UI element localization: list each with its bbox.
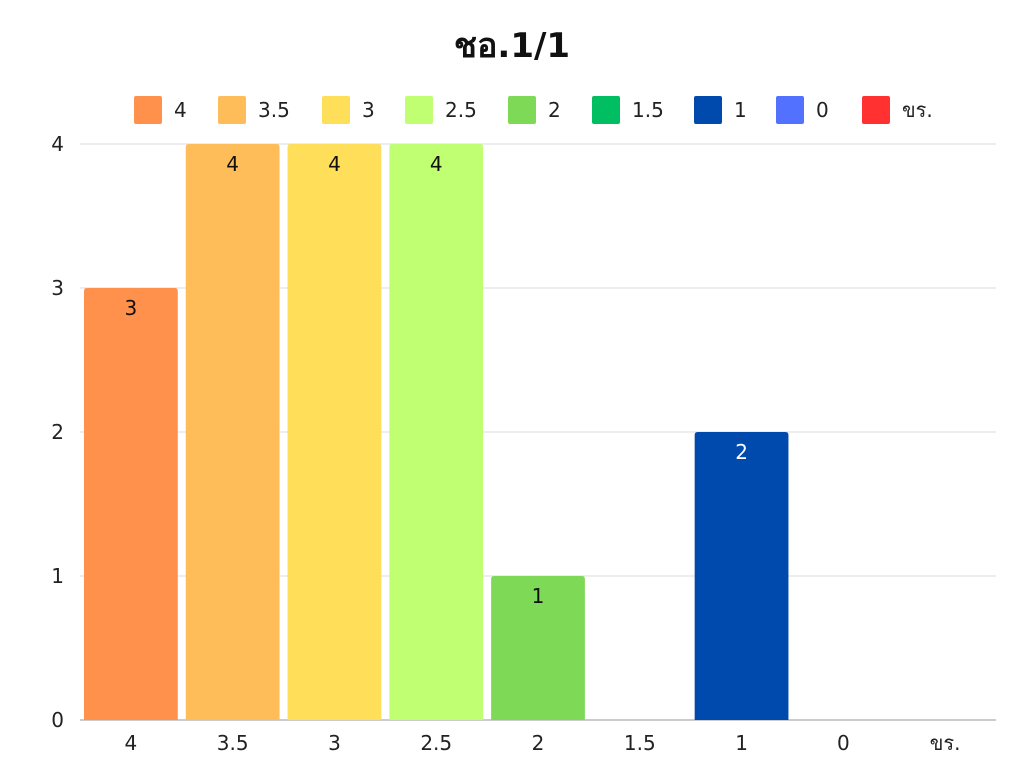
legend-item: 3.5 bbox=[218, 94, 290, 126]
legend-item: 2.5 bbox=[405, 94, 477, 126]
legend-swatch bbox=[776, 96, 804, 124]
bar bbox=[84, 288, 178, 720]
legend-swatch bbox=[592, 96, 620, 124]
legend-item: ขร. bbox=[862, 94, 933, 126]
legend-label: 1.5 bbox=[632, 98, 664, 122]
legend-item: 4 bbox=[134, 94, 187, 126]
x-tick-label: 2.5 bbox=[420, 731, 452, 755]
x-tick-label: 2 bbox=[532, 731, 545, 755]
legend-label: 4 bbox=[174, 98, 187, 122]
legend-label: 0 bbox=[816, 98, 829, 122]
x-tick-label: 4 bbox=[125, 731, 138, 755]
legend-swatch bbox=[405, 96, 433, 124]
legend-swatch bbox=[508, 96, 536, 124]
legend-swatch bbox=[134, 96, 162, 124]
legend-item: 3 bbox=[322, 94, 375, 126]
chart-title: ชอ.1/1 bbox=[453, 26, 571, 66]
legend-swatch bbox=[694, 96, 722, 124]
legend-item: 0 bbox=[776, 94, 829, 126]
y-tick-label: 0 bbox=[51, 708, 64, 732]
legend-swatch bbox=[322, 96, 350, 124]
legend-label: 2 bbox=[548, 98, 561, 122]
x-tick-label: 3.5 bbox=[217, 731, 249, 755]
chart-legend: 4 3.5 3 2.5 2 1.5 1 0 ขร. bbox=[0, 94, 1024, 126]
x-tick-label: 1.5 bbox=[624, 731, 656, 755]
legend-label: 2.5 bbox=[445, 98, 477, 122]
legend-swatch bbox=[862, 96, 890, 124]
bar-value-label: 4 bbox=[226, 152, 239, 176]
legend-swatch bbox=[218, 96, 246, 124]
bar bbox=[491, 576, 585, 720]
legend-item: 2 bbox=[508, 94, 561, 126]
y-tick-label: 4 bbox=[51, 132, 64, 156]
legend-label: 1 bbox=[734, 98, 747, 122]
x-tick-label: ขร. bbox=[930, 731, 961, 755]
bar-value-label: 4 bbox=[328, 152, 341, 176]
bar-value-label: 2 bbox=[735, 440, 748, 464]
legend-label: 3 bbox=[362, 98, 375, 122]
bar bbox=[389, 144, 484, 720]
bar bbox=[694, 432, 789, 720]
y-tick-label: 2 bbox=[51, 420, 64, 444]
x-tick-label: 1 bbox=[735, 731, 748, 755]
legend-item: 1.5 bbox=[592, 94, 664, 126]
legend-item: 1 bbox=[694, 94, 747, 126]
legend-label: 3.5 bbox=[258, 98, 290, 122]
x-tick-label: 0 bbox=[837, 731, 850, 755]
x-tick-label: 3 bbox=[328, 731, 341, 755]
bar-value-label: 3 bbox=[125, 296, 138, 320]
bar bbox=[287, 144, 382, 720]
y-tick-label: 1 bbox=[51, 564, 64, 588]
bar-value-label: 4 bbox=[430, 152, 443, 176]
bar-value-label: 1 bbox=[532, 584, 545, 608]
legend-label: ขร. bbox=[902, 98, 933, 122]
bar bbox=[185, 144, 280, 720]
y-tick-label: 3 bbox=[51, 276, 64, 300]
